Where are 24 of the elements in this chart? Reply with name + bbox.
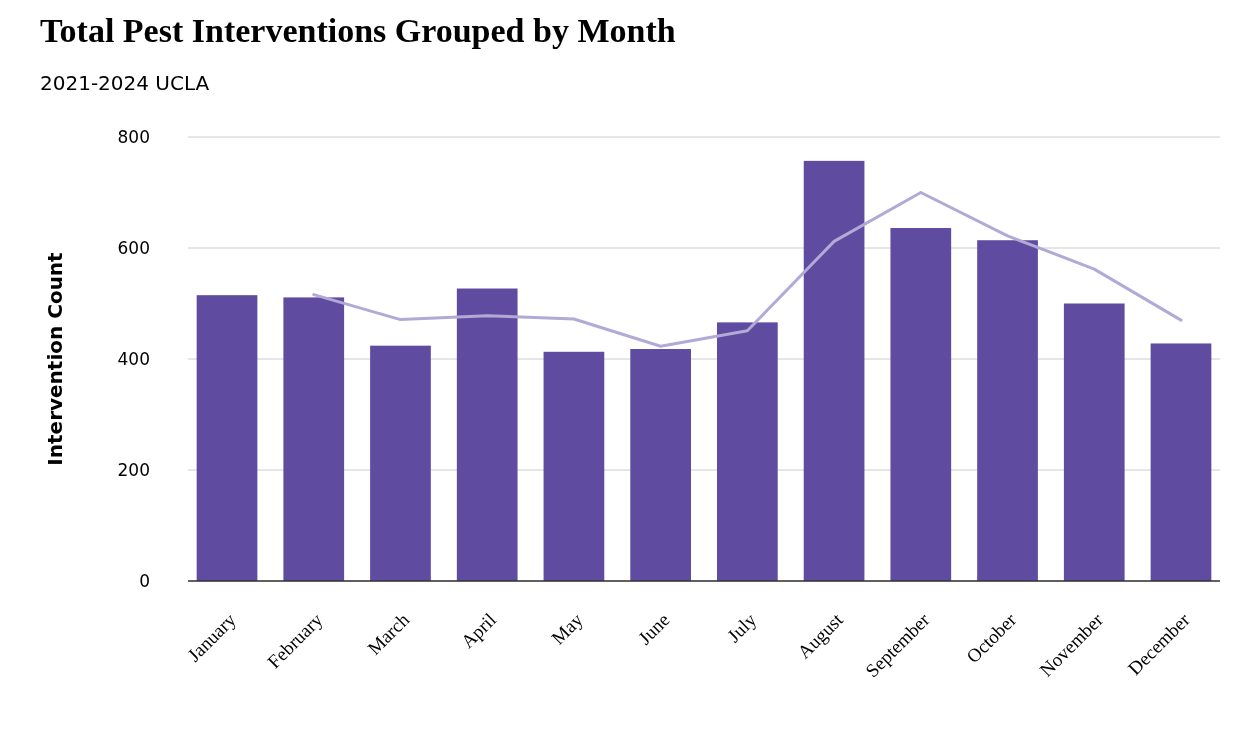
y-axis-title: Intervention Count [43,251,67,466]
y-tick-label: 200 [117,459,150,480]
y-tick-label: 600 [117,237,150,258]
y-tick-label: 400 [117,348,150,369]
chart-subtitle: 2021-2024 UCLA [40,71,210,95]
line-series [312,191,1183,348]
chart-title: Total Pest Interventions Grouped by Month [40,12,676,49]
bar [283,297,345,581]
bar [456,288,518,581]
bar [1063,303,1125,581]
bar [977,240,1038,581]
bar [717,322,778,581]
x-tick-label: July [722,608,761,647]
y-tick-label: 0 [139,570,150,591]
bar [1150,343,1212,581]
bar [890,228,952,581]
bar [803,160,865,581]
x-tick-label: May [547,608,588,649]
bar [370,345,431,581]
x-tick-label: June [633,608,674,649]
bar [543,351,605,581]
bar [630,349,691,581]
y-tick-label: 800 [117,126,150,147]
bar [196,295,258,581]
